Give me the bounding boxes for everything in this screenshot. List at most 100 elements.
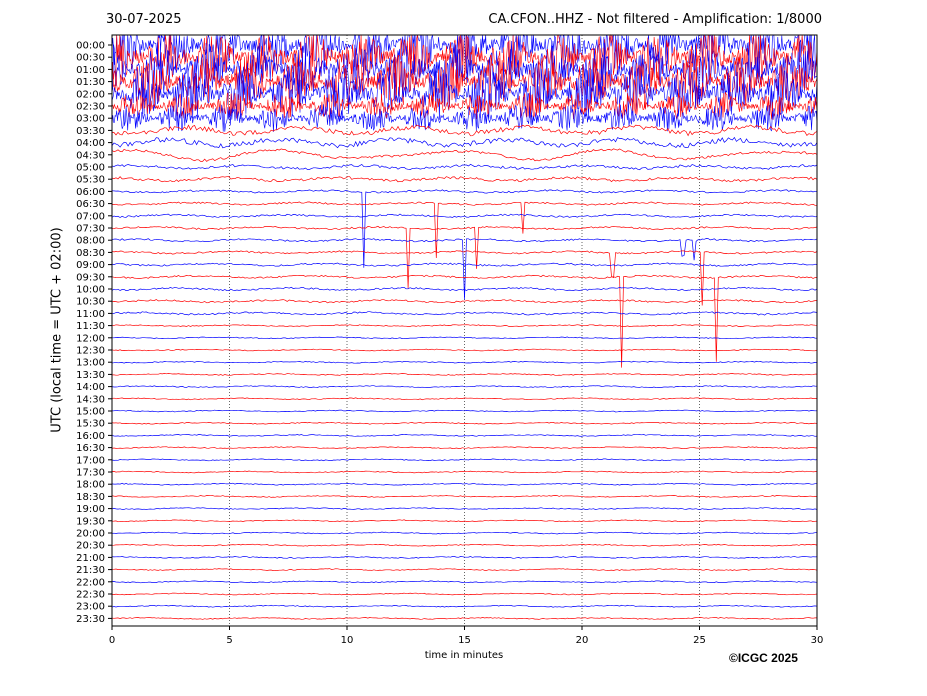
seismic-trace xyxy=(111,421,818,425)
y-tick-label: 07:30 xyxy=(76,224,105,235)
grid-lines xyxy=(229,35,700,626)
seismic-trace xyxy=(111,299,818,304)
seismic-trace xyxy=(111,495,818,498)
y-tick-label: 06:00 xyxy=(76,187,105,198)
y-tick-label: 11:00 xyxy=(76,309,105,320)
seismic-trace xyxy=(111,397,817,401)
x-axis-label: time in minutes xyxy=(424,650,504,661)
y-tick-label: 15:30 xyxy=(76,419,105,430)
seismic-trace xyxy=(111,225,818,289)
seismic-trace xyxy=(111,274,817,368)
seismic-trace xyxy=(111,348,818,352)
seismic-trace xyxy=(111,286,818,292)
y-tick-label: 21:00 xyxy=(76,553,105,564)
seismic-trace xyxy=(111,262,818,267)
y-tick-label: 09:00 xyxy=(76,260,105,271)
y-tick-label: 22:00 xyxy=(76,577,105,588)
x-tick-label: 10 xyxy=(341,635,354,646)
seismic-trace xyxy=(111,311,818,316)
seismic-trace xyxy=(111,104,818,132)
y-tick-label: 01:30 xyxy=(76,77,105,88)
seismic-trace xyxy=(111,385,818,388)
seismic-trace xyxy=(111,470,818,474)
seismic-trace xyxy=(111,409,817,413)
x-axis: 0 5 10 15 20 25 30 xyxy=(109,626,824,646)
seismic-trace xyxy=(111,33,818,85)
copyright-label: ©ICGC 2025 xyxy=(729,651,798,665)
y-tick-label: 19:30 xyxy=(76,516,105,527)
date-label: 30-07-2025 xyxy=(106,12,182,27)
seismic-trace xyxy=(111,458,818,462)
seismic-trace xyxy=(112,373,817,376)
seismic-trace xyxy=(112,336,818,340)
seismic-trace xyxy=(111,604,818,608)
seismic-trace xyxy=(111,65,818,122)
y-tick-label: 00:30 xyxy=(76,53,105,64)
y-tick-label: 13:00 xyxy=(76,358,105,369)
y-tick-label: 18:00 xyxy=(76,480,105,491)
y-axis-label: UTC (local time = UTC + 02:00) xyxy=(49,227,65,433)
seismic-trace xyxy=(111,189,818,268)
seismic-trace xyxy=(112,592,818,596)
seismic-trace xyxy=(112,201,817,259)
y-tick-label: 03:00 xyxy=(76,114,105,125)
y-tick-label: 18:30 xyxy=(76,492,105,503)
y-tick-label: 19:00 xyxy=(76,504,105,515)
y-tick-label: 23:30 xyxy=(76,614,105,625)
y-tick-label: 14:30 xyxy=(76,394,105,405)
y-tick-label: 08:30 xyxy=(76,248,105,259)
seismic-trace xyxy=(111,617,817,620)
seismic-trace xyxy=(111,507,818,510)
seismic-trace xyxy=(111,434,818,437)
y-tick-label: 16:30 xyxy=(76,443,105,454)
seismic-trace xyxy=(111,213,818,218)
y-tick-label: 10:00 xyxy=(76,285,105,296)
x-tick-label: 0 xyxy=(109,635,115,646)
seismic-trace xyxy=(111,91,818,120)
seismic-trace xyxy=(111,482,817,486)
x-tick-label: 25 xyxy=(693,635,706,646)
y-tick-label: 12:00 xyxy=(76,333,105,344)
y-tick-label: 03:30 xyxy=(76,126,105,137)
seismic-traces xyxy=(111,33,818,620)
y-tick-label: 23:00 xyxy=(76,602,105,613)
seismic-trace xyxy=(111,148,818,162)
seismic-trace xyxy=(111,556,818,559)
seismic-trace xyxy=(111,54,818,110)
chart-title: CA.CFON..HHZ - Not filtered - Amplificat… xyxy=(488,12,822,27)
x-tick-label: 15 xyxy=(458,635,471,646)
y-tick-label: 15:00 xyxy=(76,407,105,418)
y-tick-label: 09:30 xyxy=(76,272,105,283)
x-tick-label: 30 xyxy=(811,635,824,646)
seismic-trace xyxy=(111,580,818,584)
y-tick-label: 00:00 xyxy=(76,41,105,52)
x-tick-label: 5 xyxy=(226,635,232,646)
seismic-trace xyxy=(111,543,818,547)
seismic-trace xyxy=(111,324,818,327)
seismic-trace xyxy=(111,568,818,571)
y-tick-label: 20:30 xyxy=(76,541,105,552)
seismic-trace xyxy=(111,163,818,171)
y-tick-label: 17:00 xyxy=(76,455,105,466)
y-tick-label: 16:00 xyxy=(76,431,105,442)
y-tick-label: 04:00 xyxy=(76,138,105,149)
y-tick-label: 13:30 xyxy=(76,370,105,381)
y-tick-label: 20:00 xyxy=(76,529,105,540)
y-tick-label: 07:00 xyxy=(76,211,105,222)
y-tick-label: 10:30 xyxy=(76,297,105,308)
y-tick-label: 22:30 xyxy=(76,590,105,601)
y-tick-label: 01:00 xyxy=(76,65,105,76)
y-tick-label: 21:30 xyxy=(76,565,105,576)
y-tick-label: 17:30 xyxy=(76,468,105,479)
x-tick-label: 20 xyxy=(576,635,589,646)
y-tick-label: 08:00 xyxy=(76,236,105,247)
y-tick-label: 02:00 xyxy=(76,89,105,100)
seismic-trace xyxy=(111,238,818,300)
seismic-trace xyxy=(111,446,817,449)
y-tick-label: 14:00 xyxy=(76,382,105,393)
y-tick-label: 04:30 xyxy=(76,150,105,161)
seismic-trace xyxy=(111,176,818,183)
y-tick-label: 05:00 xyxy=(76,163,105,174)
y-tick-label: 02:30 xyxy=(76,102,105,113)
